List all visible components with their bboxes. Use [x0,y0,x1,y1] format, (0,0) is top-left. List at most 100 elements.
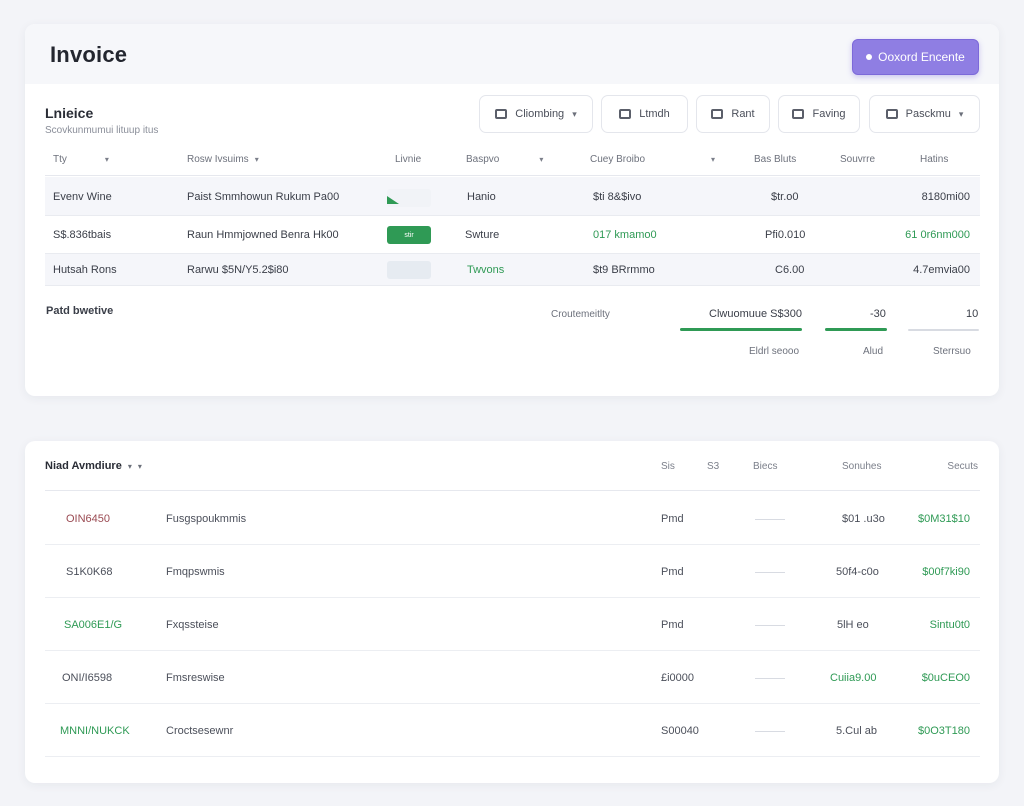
filter-icon [495,109,508,119]
chevron-down-icon: ▾ [711,155,716,164]
total-caption: Eldrl seooo [749,346,800,357]
column-header[interactable]: Secuts [947,461,978,472]
column-header[interactable]: Sis [661,461,675,472]
progress-bar: stir [387,226,431,244]
chevron-down-icon: ▾ [104,155,109,164]
list-item[interactable]: MNNI/NUKCK Croctsesewnr S00040 5.Cul ab … [45,704,980,757]
summary-last: 10 [966,308,979,320]
filter-button-label: Cliombing [515,108,565,120]
payment-status: Pmd [661,619,684,631]
payment-status: Pmd [661,566,684,578]
column-header[interactable]: Bas Bluts [754,154,797,165]
progress-label: stir [404,231,414,239]
table-row[interactable]: Hutsah Rons Rarwu $5N/Y5.2$i80 Twvons $t… [45,254,980,286]
chevron-down-icon: ▾ [137,462,142,471]
calendar-icon [619,109,632,119]
divider [755,572,785,573]
table-header: Tty ▾ Rosw Ivsuims ▾ Livnie Baspvo ▾ Cuey B… [45,144,980,176]
row-value: 017 kmamo0 [593,229,657,241]
payments-title[interactable]: Niad Avmdiure ▾ ▾ [45,460,142,472]
page-title: Invoice [50,42,128,67]
pin-icon [866,54,873,60]
section-title: Lnieice [45,105,94,121]
payment-total: $00f7ki90 [922,566,970,578]
divider [755,731,785,732]
payment-total: Sintu0t0 [929,619,970,631]
card-icon [885,109,898,119]
row-value: $t9 BRrmmo [593,264,655,276]
column-header[interactable]: Tty ▾ [53,154,109,165]
payment-id: SA006E1/G [64,619,123,631]
row-description: Paist Smmhowun Rukum Pa00 [187,191,340,203]
payment-name: Fusgspoukmmis [166,513,247,525]
column-header[interactable]: Baspvo ▾ [466,154,544,165]
payment-name: Fmsreswise [166,672,225,684]
payment-name: Fmqpswmis [166,566,225,578]
payment-total: $0O3T180 [918,725,970,737]
footer-label: Patd bwetive [46,305,114,317]
divider [755,678,785,679]
row-status: Hanio [467,191,496,203]
column-header[interactable]: Rosw Ivsuims ▾ [187,154,259,165]
payment-status: Pmd [661,513,684,525]
payment-id: OIN6450 [66,513,111,525]
chevron-down-icon: ▾ [572,108,577,119]
column-header[interactable]: Biecs [753,461,778,472]
primary-action-label: Ooxord Encente [878,50,965,64]
row-value: $ti 8&$ivo [593,191,642,203]
filter-button[interactable]: Cliombing ▾ [479,95,593,133]
payment-amount: $01 .u3o [842,513,885,525]
mid-caption: Alud [863,346,884,357]
column-header[interactable]: S3 [707,461,720,472]
table-row[interactable]: Evenv Wine Paist Smmhowun Rukum Pa00 Han… [45,177,980,216]
saving-button[interactable]: Faving [778,95,860,133]
list-item[interactable]: SA006E1/G Fxqssteise Pmd 5lH eo Sintu0t0 [45,598,980,651]
primary-action-button[interactable]: Ooxord Encente [852,39,979,75]
payment-amount: 5.Cul ab [836,725,877,737]
card-icon [792,109,805,119]
date-button[interactable]: Ltmdh [601,95,688,133]
progress-fill [387,196,399,204]
invoice-card: Invoice Ooxord Encente Lnieice Scovkunmu… [25,24,999,396]
payment-id: ONI/I6598 [62,672,113,684]
payment-amount: 50f4-c0o [836,566,879,578]
list-item[interactable]: S1K0K68 Fmqpswmis Pmd 50f4-c0o $00f7ki90 [45,545,980,598]
table-row[interactable]: S$.836tbais Raun Hmmjowned Benra Hk00 st… [45,216,980,254]
payment-id: MNNI/NUKCK [60,725,130,737]
range-button-label: Rant [731,108,755,120]
header-bar: Invoice Ooxord Encente [25,24,999,84]
mid-underline [825,328,887,331]
payment-amount: 5lH eo [837,619,869,631]
column-header[interactable]: Sonuhes [842,461,882,472]
column-header[interactable]: Cuey Broibo ▾ [590,154,716,165]
column-header[interactable]: Hatins [920,154,949,165]
row-description: Rarwu $5N/Y5.2$i80 [187,264,289,276]
payment-status: £i0000 [661,672,695,684]
package-button[interactable]: Pasckmu ▾ [869,95,980,133]
chevron-down-icon: ▾ [254,155,259,164]
payment-id: S1K0K68 [66,566,113,578]
payment-amount: Cuiia9.00 [830,672,877,684]
row-total: 8180mi00 [921,191,970,203]
column-header[interactable]: Souvrre [840,154,876,165]
card-icon [711,109,724,119]
row-status: Twvons [467,264,505,276]
divider [755,625,785,626]
row-total: 61 0r6nm000 [905,229,970,241]
saving-button-label: Faving [812,108,846,120]
payment-name: Fxqssteise [166,619,219,631]
total-underline [680,328,802,331]
list-item[interactable]: ONI/I6598 Fmsreswise £i0000 Cuiia9.00 $0… [45,651,980,704]
last-underline [908,329,979,331]
summary-mid: -30 [870,308,886,320]
row-amount: Pfi0.010 [765,229,806,241]
range-button[interactable]: Rant [696,95,770,133]
date-button-label: Ltmdh [639,108,670,120]
summary-total: Clwuomuue S$300 [709,308,802,320]
payment-total: $0M31$10 [918,513,970,525]
row-amount: C6.00 [775,264,805,276]
divider [755,519,785,520]
chevron-down-icon: ▾ [958,108,964,119]
list-item[interactable]: OIN6450 Fusgspoukmmis Pmd $01 .u3o $0M31… [45,492,980,545]
column-header[interactable]: Livnie [395,154,422,165]
